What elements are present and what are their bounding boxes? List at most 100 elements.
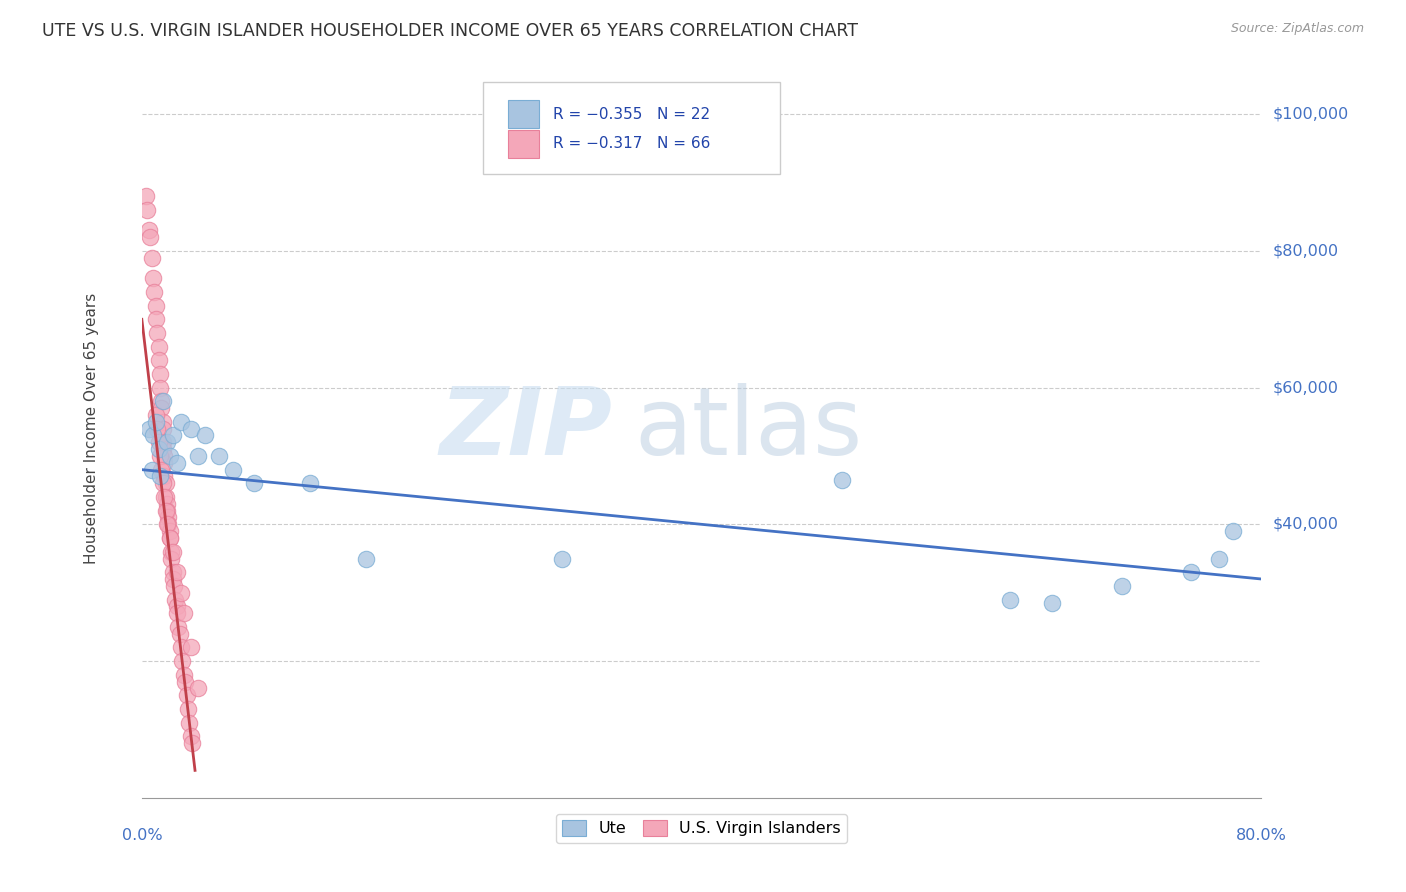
Point [194, 428, 217, 442]
Point [298, 476, 321, 491]
Point [159, 524, 181, 538]
Point [148, 340, 170, 354]
Point [831, 473, 853, 487]
Point [159, 449, 181, 463]
Point [550, 551, 572, 566]
Point [157, 510, 180, 524]
Point [146, 422, 169, 436]
Point [145, 415, 167, 429]
Point [177, 702, 200, 716]
Point [162, 572, 184, 586]
Point [146, 326, 169, 340]
Point [1180, 565, 1202, 579]
FancyBboxPatch shape [508, 100, 540, 128]
Text: $100,000: $100,000 [1272, 107, 1348, 122]
Text: $60,000: $60,000 [1272, 380, 1339, 395]
Point [180, 640, 202, 655]
Point [148, 435, 170, 450]
Point [1222, 524, 1244, 538]
Point [222, 463, 245, 477]
Point [174, 674, 197, 689]
Point [148, 442, 170, 457]
Point [155, 503, 177, 517]
Point [187, 681, 209, 696]
Point [163, 579, 186, 593]
Point [141, 463, 163, 477]
Text: 0.0%: 0.0% [121, 829, 162, 844]
Point [170, 415, 193, 429]
Point [156, 497, 179, 511]
Point [160, 551, 183, 566]
Point [143, 285, 166, 299]
Point [153, 449, 176, 463]
Text: R = −0.317   N = 66: R = −0.317 N = 66 [553, 136, 710, 152]
Point [155, 490, 177, 504]
Point [172, 654, 194, 668]
Point [138, 422, 160, 436]
Point [166, 599, 188, 614]
Point [1111, 579, 1133, 593]
Point [156, 503, 179, 517]
FancyBboxPatch shape [484, 82, 780, 174]
Text: ZIP: ZIP [439, 383, 612, 475]
Point [181, 736, 204, 750]
Point [152, 435, 174, 450]
Point [169, 626, 191, 640]
Point [150, 401, 173, 416]
Point [162, 428, 184, 442]
Text: R = −0.355   N = 22: R = −0.355 N = 22 [553, 107, 710, 121]
FancyBboxPatch shape [508, 129, 540, 158]
Point [156, 517, 179, 532]
Point [152, 422, 174, 436]
Point [150, 394, 173, 409]
Point [165, 592, 187, 607]
Point [153, 469, 176, 483]
Point [1040, 596, 1063, 610]
Point [170, 585, 193, 599]
Point [152, 476, 174, 491]
Text: $80,000: $80,000 [1272, 244, 1339, 259]
Point [170, 640, 193, 655]
Point [173, 667, 195, 681]
Point [166, 606, 188, 620]
Point [166, 565, 188, 579]
Point [152, 394, 174, 409]
Point [166, 456, 188, 470]
Point [152, 442, 174, 457]
Text: atlas: atlas [634, 383, 863, 475]
Point [145, 299, 167, 313]
Text: Source: ZipAtlas.com: Source: ZipAtlas.com [1230, 22, 1364, 36]
Point [162, 544, 184, 558]
Point [156, 435, 179, 450]
Point [162, 565, 184, 579]
Point [145, 408, 167, 422]
Point [354, 551, 377, 566]
Point [998, 592, 1021, 607]
Text: $40,000: $40,000 [1272, 516, 1339, 532]
Point [159, 531, 181, 545]
Point [176, 688, 198, 702]
Point [1208, 551, 1230, 566]
Point [160, 544, 183, 558]
Point [153, 456, 176, 470]
Point [149, 469, 172, 483]
Point [150, 463, 173, 477]
Point [157, 517, 180, 532]
Legend: Ute, U.S. Virgin Islanders: Ute, U.S. Virgin Islanders [555, 814, 848, 843]
Point [208, 449, 231, 463]
Point [145, 312, 167, 326]
Point [179, 715, 201, 730]
Point [149, 381, 172, 395]
Point [142, 271, 165, 285]
Text: 80.0%: 80.0% [1236, 829, 1286, 844]
Point [149, 367, 172, 381]
Text: UTE VS U.S. VIRGIN ISLANDER HOUSEHOLDER INCOME OVER 65 YEARS CORRELATION CHART: UTE VS U.S. VIRGIN ISLANDER HOUSEHOLDER … [42, 22, 858, 40]
Point [152, 415, 174, 429]
Point [138, 223, 160, 237]
Text: Householder Income Over 65 years: Householder Income Over 65 years [84, 293, 98, 565]
Point [153, 490, 176, 504]
Point [159, 531, 181, 545]
Point [173, 606, 195, 620]
Point [149, 449, 172, 463]
Point [148, 353, 170, 368]
